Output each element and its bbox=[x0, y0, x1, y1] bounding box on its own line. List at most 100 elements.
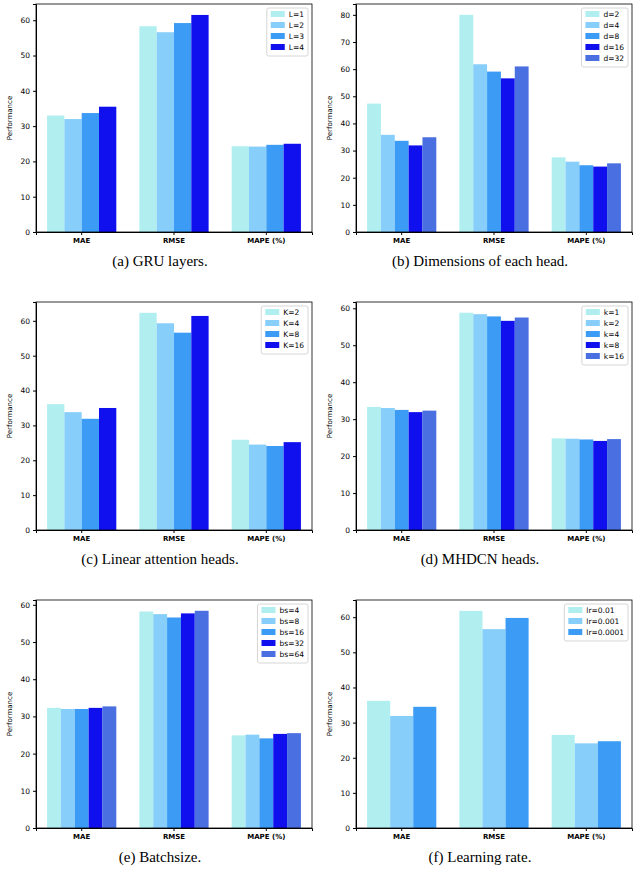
bar bbox=[191, 15, 208, 232]
legend-item: k=4 bbox=[586, 330, 620, 339]
y-tick-mark bbox=[33, 161, 36, 162]
bar bbox=[473, 64, 487, 232]
legend-box bbox=[564, 604, 628, 641]
x-axis: MAE RMSE MAPE (%) bbox=[357, 530, 633, 543]
y-tick-label: 50 bbox=[20, 352, 30, 361]
legend-swatch bbox=[262, 607, 276, 613]
y-tick-label: 50 bbox=[20, 638, 30, 647]
y-tick-mark bbox=[33, 232, 36, 233]
x-axis-line bbox=[357, 233, 633, 236]
y-tick-mark bbox=[353, 828, 356, 829]
bar bbox=[61, 709, 75, 828]
panel: 0102030405060MAERMSEMAPE (%)Performance(… bbox=[326, 600, 633, 866]
x-axis-line bbox=[37, 233, 313, 236]
y-tick-mark bbox=[353, 758, 356, 759]
bar bbox=[284, 144, 301, 232]
legend-label: k=4 bbox=[604, 330, 620, 339]
caption: (a) GRU layers. bbox=[112, 253, 207, 270]
y-tick-mark bbox=[353, 493, 356, 494]
legend-swatch bbox=[262, 640, 276, 646]
x-tick-label: MAE bbox=[393, 535, 410, 543]
y-tick: 50 bbox=[340, 92, 356, 101]
legend: K=2K=4K=8K=16 bbox=[261, 306, 308, 354]
legend-label: L=1 bbox=[289, 10, 304, 19]
x-axis: MAERMSEMAPE (%) bbox=[37, 232, 313, 245]
y-tick-label: 50 bbox=[340, 648, 350, 657]
panel: 0102030405060MAERMSEMAPE (%)Performance(… bbox=[6, 600, 313, 866]
y-tick-label: 30 bbox=[20, 421, 30, 430]
y-tick: 20 bbox=[20, 157, 36, 166]
bar bbox=[367, 701, 390, 828]
caption: (f) Learning rate. bbox=[429, 849, 532, 866]
panel: 0102030405060MAERMSEMAPE (%)Performance(… bbox=[326, 302, 633, 568]
bar bbox=[367, 407, 381, 530]
legend-swatch bbox=[585, 44, 599, 50]
y-tick-mark bbox=[353, 530, 356, 531]
x-tick-label: MAPE (%) bbox=[247, 833, 285, 841]
legend-item: bs=32 bbox=[262, 639, 305, 648]
legend-label: d=16 bbox=[603, 43, 624, 52]
x-tick-mark bbox=[494, 530, 495, 533]
y-tick-mark bbox=[33, 791, 36, 792]
bar bbox=[191, 316, 208, 530]
y-tick-mark bbox=[353, 205, 356, 206]
bar bbox=[139, 313, 156, 530]
x-axis-line bbox=[37, 531, 313, 534]
x-tick: RMSE bbox=[163, 530, 185, 543]
x-axis: MAERMSEMAPE (%) bbox=[357, 232, 633, 245]
x-tick-mark bbox=[266, 232, 267, 235]
y-tick: 50 bbox=[20, 51, 36, 60]
legend-label: k=16 bbox=[604, 352, 624, 361]
y-tick-mark bbox=[33, 530, 36, 531]
y-tick-label: 20 bbox=[20, 750, 30, 759]
y-tick: 20 bbox=[20, 750, 36, 759]
y-tick-label: 60 bbox=[20, 16, 30, 25]
legend-item: lr=0.0001 bbox=[568, 628, 624, 637]
y-tick: 60 bbox=[20, 16, 36, 25]
x-tick: RMSE bbox=[163, 232, 185, 245]
y-tick-label: 60 bbox=[20, 601, 30, 610]
plot-frame bbox=[356, 600, 632, 828]
y-tick: 20 bbox=[340, 754, 356, 763]
legend-item: bs=4 bbox=[262, 606, 300, 615]
y-tick-label: 0 bbox=[345, 824, 350, 833]
y-tick-mark bbox=[353, 42, 356, 43]
legend-item: bs=16 bbox=[262, 628, 305, 637]
x-tick: MAPE (%) bbox=[567, 530, 605, 543]
legend-swatch bbox=[568, 629, 582, 635]
bar bbox=[47, 708, 61, 828]
bar bbox=[266, 446, 283, 530]
y-tick-mark bbox=[33, 605, 36, 606]
legend-label: L=3 bbox=[289, 32, 304, 41]
legend: lr=0.01lr=0.001lr=0.0001 bbox=[564, 604, 628, 641]
legend-label: L=4 bbox=[289, 43, 304, 52]
bar bbox=[390, 716, 413, 828]
bar bbox=[174, 333, 191, 530]
legend-item: bs=8 bbox=[262, 617, 300, 626]
x-tick-label: MAE bbox=[73, 535, 90, 543]
y-tick-label: 30 bbox=[20, 712, 30, 721]
y-tick-label: 50 bbox=[340, 341, 350, 350]
y-tick: 60 bbox=[20, 601, 36, 610]
plot-frame bbox=[36, 4, 312, 232]
y-tick-label: 40 bbox=[20, 675, 30, 684]
y-tick: 60 bbox=[340, 65, 356, 74]
legend-swatch bbox=[271, 33, 285, 39]
y-tick: 10 bbox=[340, 489, 356, 498]
y-tick-label: 10 bbox=[340, 201, 350, 210]
legend-label: k=8 bbox=[604, 341, 620, 350]
y-tick: 60 bbox=[340, 613, 356, 622]
x-tick-label: RMSE bbox=[483, 237, 505, 245]
y-axis: 0102030405060 bbox=[20, 5, 36, 237]
y-tick-label: 10 bbox=[20, 193, 30, 202]
x-tick: RMSE bbox=[483, 530, 505, 543]
legend-label: K=8 bbox=[283, 330, 299, 339]
x-tick-label: RMSE bbox=[163, 237, 185, 245]
bar bbox=[64, 119, 81, 232]
y-tick-mark bbox=[33, 828, 36, 829]
y-axis-title: Performance bbox=[326, 96, 334, 140]
legend-label: lr=0.001 bbox=[586, 617, 619, 626]
bar bbox=[515, 318, 529, 530]
y-axis: 0102030405060 bbox=[340, 303, 356, 535]
legend-item: k=8 bbox=[586, 341, 620, 350]
